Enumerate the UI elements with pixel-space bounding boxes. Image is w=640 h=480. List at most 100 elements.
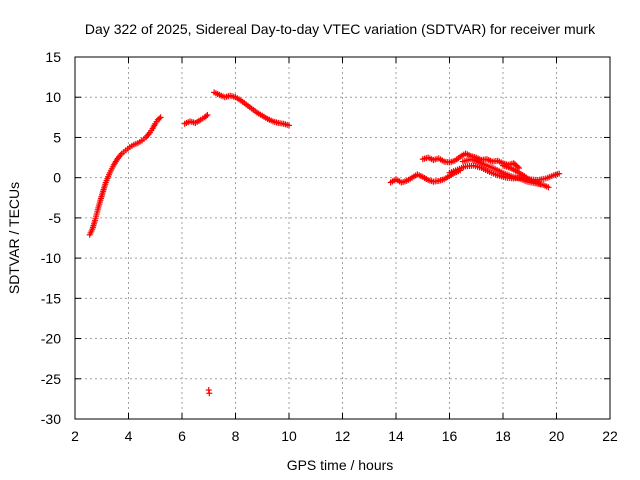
chart-title: Day 322 of 2025, Sidereal Day-to-day VTE… — [85, 21, 596, 37]
data-point-fill — [241, 100, 248, 107]
data-point — [204, 111, 211, 118]
data-point-fill — [401, 178, 408, 185]
y-tick-label: -20 — [41, 331, 61, 347]
data-point-fill — [452, 167, 459, 174]
data-point-fill — [236, 96, 243, 103]
data-point-fill — [91, 219, 98, 226]
data-point-fill — [498, 159, 505, 166]
data-point-fill — [109, 163, 116, 170]
x-axis-ticks: 2 4 6 8 10 12 14 16 18 20 22 — [71, 57, 618, 444]
data-points — [86, 89, 563, 397]
data-point-fill — [492, 171, 499, 178]
data-point-fill — [273, 119, 280, 126]
data-point-fill — [508, 160, 515, 167]
y-tick-label: -25 — [41, 371, 61, 387]
x-axis-label: GPS time / hours — [287, 457, 394, 473]
data-point-fill — [497, 168, 504, 175]
y-tick-label: 0 — [53, 170, 61, 186]
x-tick-label: 20 — [549, 428, 565, 444]
data-point-fill — [252, 108, 259, 115]
data-point-fill — [148, 127, 155, 134]
data-point-fill — [460, 164, 467, 171]
x-tick-label: 6 — [178, 428, 186, 444]
data-point-fill — [506, 172, 513, 179]
data-point-fill — [195, 117, 202, 124]
data-point-fill — [535, 180, 542, 187]
data-point-fill — [434, 178, 441, 185]
data-point-fill — [268, 117, 275, 124]
data-point-fill — [140, 136, 147, 143]
data-point-fill — [444, 174, 451, 181]
x-tick-label: 22 — [602, 428, 618, 444]
x-tick-label: 10 — [281, 428, 297, 444]
data-point-fill — [105, 171, 112, 178]
data-point-fill — [519, 171, 526, 178]
data-point-fill — [156, 115, 163, 122]
data-point-fill — [417, 173, 424, 180]
data-point-fill — [423, 176, 430, 183]
y-axis-label: SDTVAR / TECUs — [6, 182, 22, 294]
gridlines — [75, 57, 610, 419]
y-axis-ticks: 15 10 5 0 -5 -10 -15 -20 -25 -30 — [41, 49, 610, 427]
data-point-fill — [554, 171, 561, 178]
x-tick-label: 18 — [495, 428, 511, 444]
data-point-fill — [540, 175, 547, 182]
data-point-fill — [530, 178, 537, 185]
x-tick-label: 8 — [232, 428, 240, 444]
x-tick-label: 16 — [442, 428, 458, 444]
data-point-fill — [548, 173, 555, 180]
data-point-fill — [476, 164, 483, 171]
data-point-fill — [508, 165, 515, 172]
y-tick-label: 15 — [45, 49, 61, 65]
data-point-fill — [214, 91, 221, 98]
x-tick-label: 2 — [71, 428, 79, 444]
data-point — [157, 114, 164, 121]
data-point-fill — [407, 175, 414, 182]
data-point-fill — [262, 114, 269, 121]
data-point-fill — [136, 138, 143, 145]
data-point-fill — [88, 228, 95, 235]
data-point-fill — [203, 113, 210, 120]
y-tick-label: 10 — [45, 89, 61, 105]
data-point-fill — [199, 115, 206, 122]
data-point-fill — [153, 118, 160, 125]
data-point-fill — [481, 161, 488, 168]
x-tick-label: 12 — [335, 428, 351, 444]
data-point-fill — [450, 158, 457, 165]
data-point-fill — [524, 175, 531, 182]
y-tick-label: -15 — [41, 290, 61, 306]
data-point-fill — [503, 163, 510, 170]
data-point-fill — [132, 140, 139, 147]
y-tick-label: -10 — [41, 250, 61, 266]
data-point-fill — [439, 157, 446, 164]
data-point-fill — [96, 199, 103, 206]
data-point-fill — [514, 168, 521, 175]
data-point-fill — [489, 165, 496, 172]
data-point-fill — [246, 104, 253, 111]
data-point-fill — [124, 145, 131, 152]
data-point — [206, 390, 213, 397]
data-point-fill — [455, 155, 462, 162]
data-point-fill — [120, 148, 127, 155]
x-tick-label: 14 — [388, 428, 404, 444]
data-point-fill — [151, 122, 158, 129]
data-point-fill — [99, 190, 106, 197]
data-point-fill — [473, 158, 480, 165]
data-point-fill — [113, 156, 120, 163]
data-point-fill — [284, 121, 291, 128]
data-point-fill — [484, 168, 491, 175]
data-point-fill — [102, 181, 109, 188]
y-tick-label: -5 — [49, 210, 62, 226]
data-point-fill — [257, 111, 264, 118]
data-point-fill — [117, 152, 124, 159]
data-point-fill — [128, 142, 135, 149]
data-point-fill — [514, 174, 521, 181]
data-point-fill — [439, 176, 446, 183]
x-tick-label: 4 — [125, 428, 133, 444]
data-point-fill — [543, 183, 550, 190]
data-point-fill — [513, 162, 520, 169]
data-point-fill — [94, 208, 101, 215]
y-tick-label: -30 — [41, 411, 61, 427]
data-point-fill — [230, 93, 237, 100]
